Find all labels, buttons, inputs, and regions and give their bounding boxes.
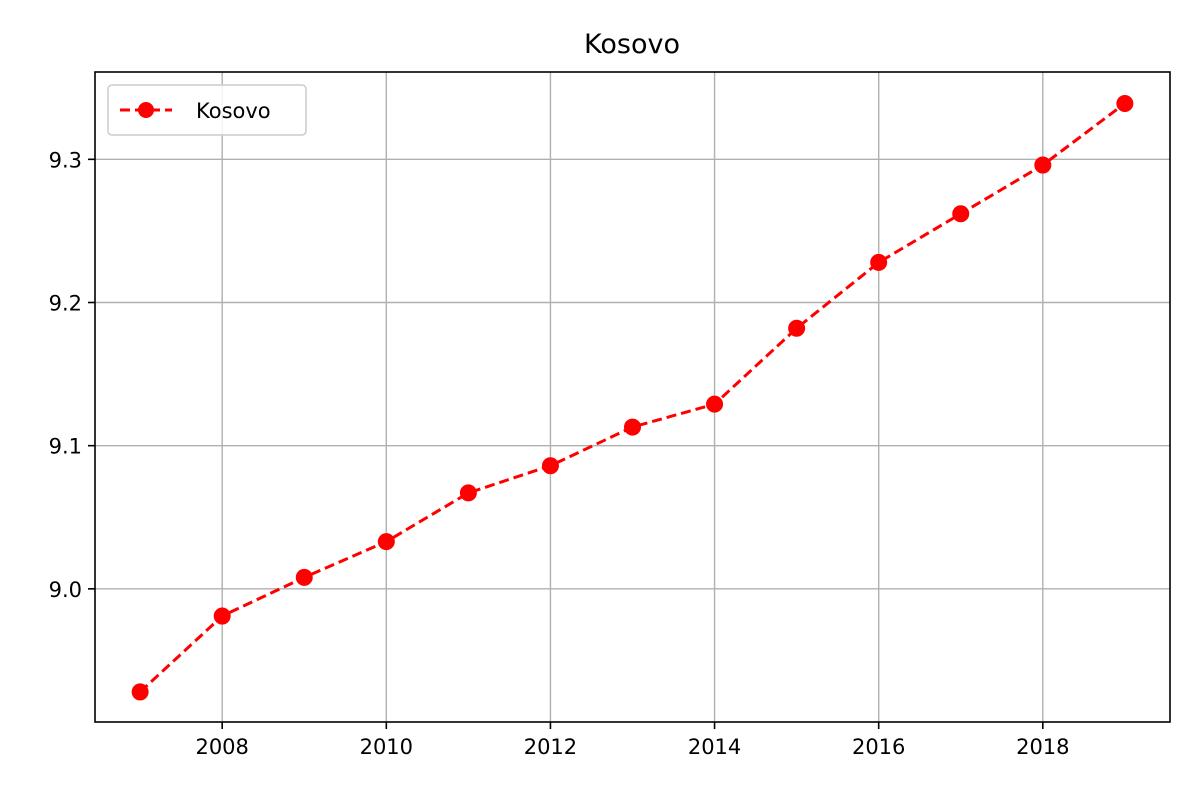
data-point [1116,94,1134,112]
x-tick-label: 2010 [360,735,413,759]
x-tick-label: 2012 [524,735,577,759]
y-tick-label: 9.1 [49,435,82,459]
data-point [624,418,641,436]
data-point [295,568,313,586]
data-point [541,457,559,475]
y-tick-label: 9.3 [49,148,82,172]
x-tick-label: 2014 [688,735,741,759]
data-point [952,205,970,223]
x-tick-label: 2008 [195,735,248,759]
x-tick-label: 2018 [1016,735,1069,759]
legend-series-label: Kosovo [196,99,271,123]
data-point [1034,156,1052,174]
series-layer [131,94,1134,701]
legend-series-marker [138,102,154,118]
data-point [706,395,724,413]
data-point [213,607,231,625]
data-point [377,533,395,551]
axes-frame [94,71,1171,723]
data-point [788,319,806,337]
chart-title: Kosovo [584,29,680,60]
y-tick-label: 9.2 [49,292,82,316]
data-point [131,683,149,701]
legend-box [107,84,307,136]
x-tick-label: 2016 [852,735,905,759]
data-point [459,484,477,502]
y-tick-label: 9.0 [49,578,82,602]
axis-ticks: 2008 2010 2012 2014 2016 2018 9.0 9.1 9.2 9.3 [49,148,1070,759]
data-point [870,253,888,271]
grid [95,72,1170,722]
legend: Kosovo [107,84,307,136]
